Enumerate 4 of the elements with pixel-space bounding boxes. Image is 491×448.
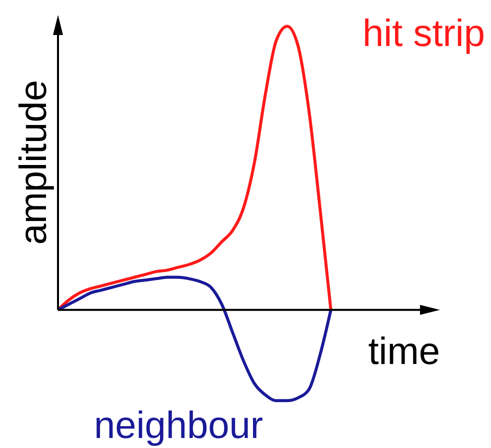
series-label: hit strip xyxy=(362,13,485,55)
x-axis-title: time xyxy=(368,330,440,373)
y-axis-title: amplitude xyxy=(13,80,55,245)
series-label: neighbour xyxy=(94,405,264,447)
